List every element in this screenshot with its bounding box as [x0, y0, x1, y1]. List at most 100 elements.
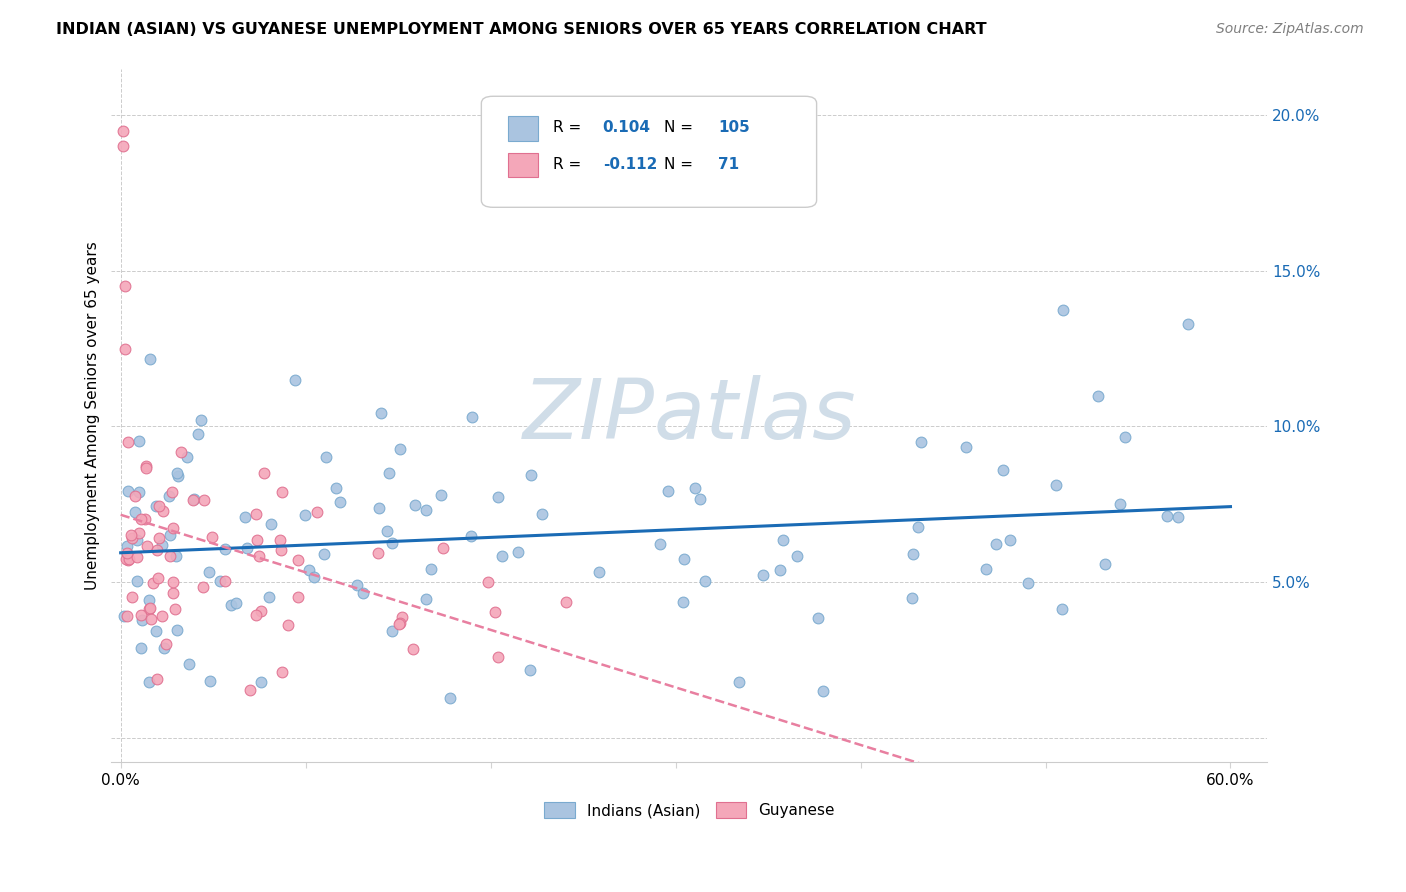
Point	[508, 545, 530, 559]
Point	[807, 611, 830, 625]
Point	[298, 563, 321, 577]
Point	[190, 413, 212, 427]
Point	[138, 593, 160, 607]
Point	[346, 577, 368, 591]
Point	[432, 541, 454, 555]
Point	[125, 550, 148, 565]
Point	[672, 551, 695, 566]
Point	[304, 570, 326, 584]
Point	[200, 673, 222, 688]
Point	[1167, 510, 1189, 524]
Point	[588, 565, 610, 579]
Point	[128, 434, 150, 449]
Point	[117, 546, 139, 560]
Point	[177, 657, 200, 672]
Point	[683, 481, 706, 495]
Point	[415, 591, 437, 606]
Point	[197, 565, 219, 579]
Point	[998, 533, 1021, 548]
Point	[139, 600, 162, 615]
Point	[136, 539, 159, 553]
Point	[225, 596, 247, 610]
Point	[284, 373, 307, 387]
Point	[138, 602, 160, 616]
Point	[439, 691, 461, 706]
Point	[287, 591, 309, 605]
Point	[145, 499, 167, 513]
Text: R =: R =	[553, 120, 586, 135]
Point	[381, 624, 404, 638]
Point	[389, 442, 412, 457]
Point	[139, 352, 162, 367]
Point	[183, 491, 205, 506]
Point	[249, 605, 271, 619]
Point	[166, 623, 188, 637]
Point	[901, 591, 924, 606]
Point	[162, 575, 184, 590]
Point	[142, 576, 165, 591]
Point	[401, 641, 423, 656]
Y-axis label: Unemployment Among Seniors over 65 years: Unemployment Among Seniors over 65 years	[86, 241, 100, 590]
Point	[155, 636, 177, 650]
Point	[250, 675, 273, 690]
Point	[388, 616, 411, 631]
Point	[976, 562, 998, 576]
Point	[152, 504, 174, 518]
Point	[219, 598, 242, 612]
Text: N =: N =	[664, 157, 697, 172]
Point	[121, 590, 143, 604]
Point	[1052, 302, 1074, 317]
Point	[129, 641, 152, 656]
Point	[769, 563, 792, 577]
FancyBboxPatch shape	[508, 116, 538, 141]
Point	[153, 641, 176, 656]
Point	[245, 608, 267, 623]
Point	[312, 547, 335, 561]
Point	[786, 549, 808, 563]
Point	[159, 528, 181, 542]
Point	[259, 591, 281, 605]
Point	[115, 539, 138, 553]
Point	[672, 595, 695, 609]
Point	[772, 533, 794, 547]
Point	[689, 491, 711, 506]
Point	[115, 609, 138, 624]
Point	[148, 531, 170, 545]
Point	[955, 441, 977, 455]
Point	[114, 552, 136, 566]
Point	[246, 533, 269, 547]
Point	[187, 427, 209, 442]
Point	[488, 491, 510, 505]
Point	[993, 463, 1015, 477]
Point	[112, 124, 135, 138]
Point	[124, 489, 146, 503]
Point	[325, 481, 347, 495]
Point	[233, 509, 256, 524]
Point	[270, 543, 292, 558]
Point	[315, 450, 337, 465]
Point	[148, 499, 170, 513]
Point	[145, 542, 167, 557]
Point	[165, 549, 187, 564]
Point	[181, 493, 204, 508]
Point	[121, 531, 143, 545]
Text: N =: N =	[664, 120, 697, 135]
Point	[160, 484, 183, 499]
Point	[165, 601, 187, 615]
Point	[271, 485, 294, 500]
Point	[247, 549, 270, 564]
Point	[176, 450, 198, 465]
Text: -0.112: -0.112	[603, 157, 657, 172]
Point	[150, 538, 173, 552]
Point	[112, 139, 135, 153]
Point	[903, 547, 925, 561]
Point	[460, 528, 482, 542]
Point	[477, 575, 499, 590]
Point	[486, 650, 509, 665]
Point	[1094, 557, 1116, 571]
Point	[352, 586, 374, 600]
Point	[657, 483, 679, 498]
Point	[128, 526, 150, 541]
Point	[131, 614, 153, 628]
Point	[519, 663, 541, 677]
